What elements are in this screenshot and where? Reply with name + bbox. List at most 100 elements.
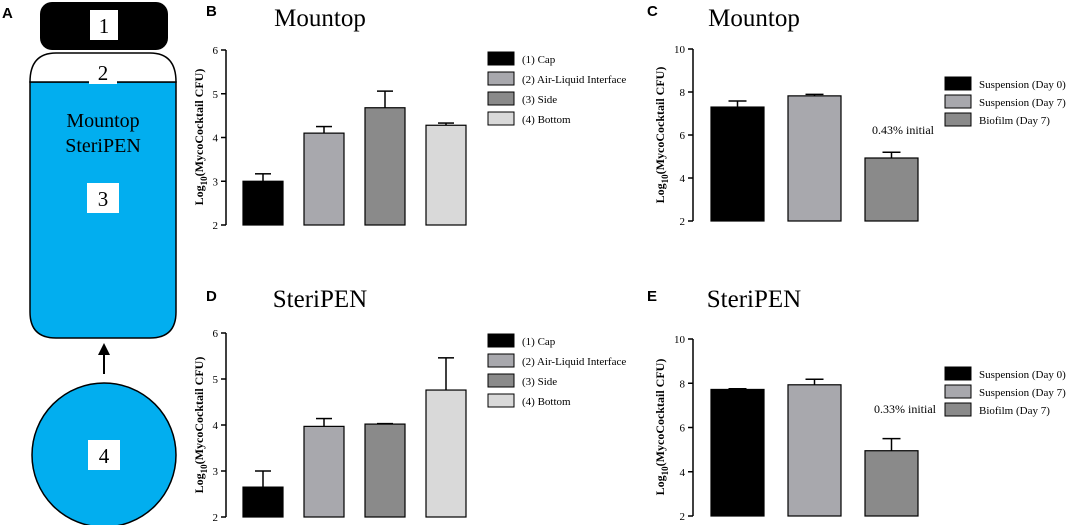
y-tick-label: 2 — [213, 220, 219, 232]
y-axis-label-e: Log10(MycoCocktail CFU) — [653, 359, 670, 496]
device-diagram: A 1 2 Mountop SteriPEN 3 4 — [2, 2, 177, 525]
annotation: 0.43% initial — [872, 123, 935, 137]
panel-letter-b: B — [206, 3, 217, 20]
legend-entry: Biofilm (Day 7) — [979, 115, 1050, 127]
y-axis-label-main: Log — [653, 475, 667, 495]
legend-entry: (3) Side — [522, 94, 557, 106]
legend-swatch — [487, 91, 515, 106]
y-tick-label: 4 — [680, 173, 686, 185]
y-tick-label: 2 — [680, 511, 686, 523]
panel-letter-a: A — [2, 5, 13, 22]
arrow-up-icon — [98, 343, 110, 355]
y-axis-label-rest: (MycoCocktail CFU) — [192, 357, 206, 465]
y-tick-label: 2 — [680, 216, 686, 228]
chart-panel-b: B Mountop Log10(MycoCocktail CFU) 2 3 4 5 6 (1) … — [192, 3, 626, 232]
legend-swatch — [487, 333, 515, 348]
device-name-line-2: SteriPEN — [65, 135, 141, 157]
bar — [864, 157, 919, 222]
device-name-line-1: Mountop — [66, 110, 139, 132]
legend-entry: (2) Air-Liquid Interface — [522, 74, 626, 86]
legend-entry: (3) Side — [522, 376, 557, 388]
bar — [242, 486, 284, 518]
legend-swatch — [487, 353, 515, 368]
y-tick-label: 4 — [680, 467, 686, 479]
legend-entry: (1) Cap — [522, 54, 556, 66]
y-tick-label: 2 — [213, 512, 219, 524]
legend-entry: Biofilm (Day 7) — [979, 405, 1050, 417]
bar — [364, 107, 406, 226]
legend-entry: (1) Cap — [522, 336, 556, 348]
y-tick-label: 4 — [213, 420, 219, 432]
chart-title-c: Mountop — [708, 5, 800, 32]
y-tick-label: 3 — [213, 176, 219, 188]
y-axis-label-d: Log10(MycoCocktail CFU) — [192, 357, 209, 494]
y-axis-label-subscript: 10 — [660, 174, 670, 184]
y-axis-label-rest: (MycoCocktail CFU) — [653, 359, 667, 467]
legend-swatch — [487, 51, 515, 66]
chart-title-d: SteriPEN — [273, 286, 367, 313]
y-tick-label: 5 — [213, 374, 219, 386]
bottom-label-box — [88, 440, 120, 470]
y-axis-label-rest: (MycoCocktail CFU) — [192, 69, 206, 177]
legend-entry: Suspension (Day 7) — [979, 97, 1066, 109]
legend-entry: (2) Air-Liquid Interface — [522, 356, 626, 368]
legend-entry: (4) Bottom — [522, 396, 571, 408]
legend-entry: (4) Bottom — [522, 114, 571, 126]
bar — [425, 389, 467, 518]
y-axis-label-subscript: 10 — [199, 464, 209, 474]
y-tick-label: 6 — [680, 130, 686, 142]
bar — [710, 388, 765, 517]
y-tick-label: 8 — [680, 378, 686, 390]
y-axis-label-rest: (MycoCocktail CFU) — [653, 67, 667, 175]
legend-swatch — [944, 366, 972, 381]
bottom-label: 4 — [99, 444, 110, 468]
cap-label: 1 — [99, 14, 110, 38]
legend-swatch — [487, 373, 515, 388]
interface-label-box — [89, 62, 117, 84]
bar — [425, 124, 467, 226]
y-axis-label-main: Log — [192, 473, 206, 493]
y-tick-label: 10 — [674, 44, 686, 56]
bar — [710, 106, 765, 222]
legend-swatch — [944, 94, 972, 109]
side-label-box — [87, 183, 119, 213]
panel-letter-c: C — [647, 3, 658, 20]
panel-letter-d: D — [206, 288, 217, 305]
bar — [303, 132, 345, 226]
bar — [787, 384, 842, 517]
y-axis-label-subscript: 10 — [199, 176, 209, 186]
y-tick-label: 6 — [680, 423, 686, 435]
y-tick-label: 6 — [213, 45, 219, 57]
legend-swatch — [944, 384, 972, 399]
legend-swatch — [944, 76, 972, 91]
y-axis-label-c: Log10(MycoCocktail CFU) — [653, 67, 670, 204]
chart-panel-e: E SteriPEN Log10(MycoCocktail CFU) 2 4 6 8 10 Su… — [647, 286, 1066, 523]
y-axis-label-main: Log — [653, 183, 667, 203]
y-axis-label-subscript: 10 — [660, 466, 670, 476]
y-tick-label: 3 — [213, 466, 219, 478]
y-axis-label-main: Log — [192, 185, 206, 205]
chart-title-e: SteriPEN — [707, 286, 801, 313]
legend-entry: Suspension (Day 0) — [979, 369, 1066, 381]
side-label: 3 — [98, 187, 109, 211]
bar — [364, 423, 406, 518]
y-tick-label: 4 — [213, 133, 219, 145]
panel-letter-e: E — [647, 288, 657, 305]
chart-title-b: Mountop — [274, 5, 366, 32]
bar — [864, 450, 919, 517]
bar — [303, 425, 345, 518]
y-tick-label: 6 — [213, 328, 219, 340]
legend-entry: Suspension (Day 7) — [979, 387, 1066, 399]
bar — [787, 95, 842, 222]
legend-swatch — [487, 111, 515, 126]
legend-swatch — [944, 402, 972, 417]
y-tick-label: 5 — [213, 89, 219, 101]
legend-entry: Suspension (Day 0) — [979, 79, 1066, 91]
cap-label-box — [90, 10, 118, 40]
legend-swatch — [944, 112, 972, 127]
y-axis-label-b: Log10(MycoCocktail CFU) — [192, 69, 209, 206]
legend-swatch — [487, 393, 515, 408]
y-tick-label: 8 — [680, 87, 686, 99]
interface-label: 2 — [98, 61, 109, 85]
